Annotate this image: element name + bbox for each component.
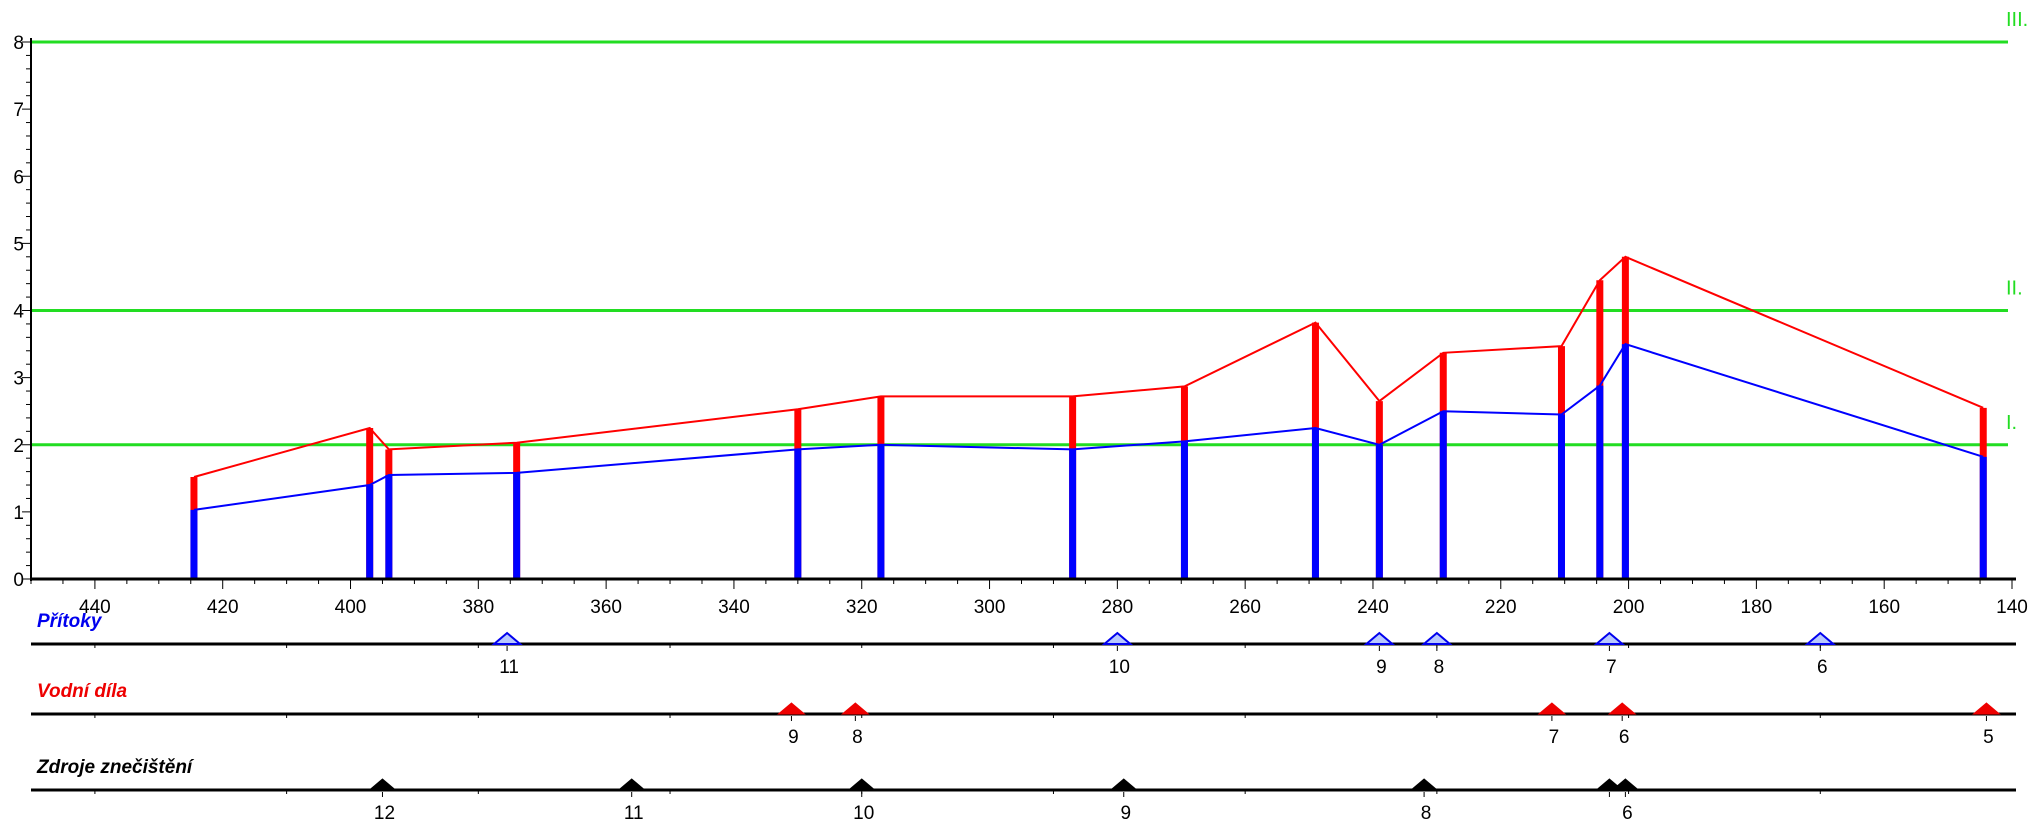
x-tick-label: 360	[590, 597, 622, 618]
lane-marker	[1421, 631, 1453, 645]
x-tick-label: 160	[1868, 597, 1900, 618]
y-tick-label: 5	[13, 234, 24, 255]
threshold-label: III.	[2006, 9, 2028, 31]
lane-title: Vodní díla	[37, 681, 128, 702]
lane-marker-label: 5	[1983, 727, 1994, 748]
x-tick-label: 380	[462, 597, 494, 618]
lane-marker-label: 9	[788, 727, 799, 748]
y-tick-label: 8	[13, 33, 24, 54]
lane-marker	[777, 702, 806, 715]
y-tick-label: 3	[13, 369, 24, 390]
lane-marker-label: 11	[624, 803, 644, 824]
x-tick-label: 320	[846, 597, 878, 618]
axes: 0 1 2 3 4 5 6 7 8 440 420 400 380 360 340 320 300 280 260 2…	[13, 33, 2027, 618]
lane-marker	[1804, 631, 1837, 645]
series-layer	[190, 255, 1987, 579]
lane-marker-label: 9	[1120, 803, 1131, 824]
y-tick-label: 6	[13, 167, 24, 188]
blue-series-line	[193, 342, 1984, 511]
lane-marker	[1363, 631, 1396, 645]
lane-marker-label: 12	[374, 803, 395, 824]
lane-marker	[491, 631, 523, 645]
x-tick-label: 200	[1613, 597, 1645, 618]
lane-marker-label: 10	[1109, 657, 1130, 678]
y-tick-label: 1	[13, 503, 24, 524]
lane-marker	[1593, 631, 1626, 645]
x-tick-label: 260	[1229, 597, 1261, 618]
lane-marker-label: 8	[852, 727, 863, 748]
x-tick-label: 420	[207, 597, 239, 618]
y-tick-label: 0	[13, 570, 24, 591]
lane-marker-label: 6	[1817, 657, 1828, 678]
lane-title: Zdroje znečištění	[36, 757, 195, 778]
x-tick-label: 240	[1357, 597, 1389, 618]
x-tick-label: 440	[79, 597, 111, 618]
lane-marker	[1109, 778, 1139, 791]
threshold-label: II.	[2006, 278, 2023, 300]
lane-title: Přítoky	[37, 611, 103, 632]
lane-marker	[840, 702, 870, 715]
lane-marker-label: 8	[1421, 803, 1432, 824]
lane-marker	[847, 778, 877, 791]
lane-marker	[1101, 631, 1134, 645]
red-series-line	[193, 255, 1984, 478]
lane-marker-label: 6	[1622, 803, 1633, 824]
lane-marker-label: 10	[853, 803, 874, 824]
lane-marker	[368, 778, 397, 791]
x-tick-label: 180	[1741, 597, 1773, 618]
lane-marker	[1409, 778, 1439, 791]
lanes: Přítoky 11 10 9 8 7 6 Vodní díla 9 8 7 6 5 Zdroje zne…	[31, 611, 2016, 824]
lane-marker-label: 7	[1549, 727, 1560, 748]
lane-marker-label: 11	[499, 657, 519, 678]
lane-marker	[1972, 702, 2001, 715]
lane-marker	[1611, 778, 1640, 791]
x-tick-label: 340	[718, 597, 750, 618]
lane-marker	[617, 778, 647, 791]
x-tick-label: 140	[1996, 597, 2028, 618]
lane-marker-label: 8	[1434, 657, 1445, 678]
y-tick-label: 7	[13, 100, 24, 121]
y-tick-label: 4	[13, 302, 24, 323]
x-tick-label: 400	[335, 597, 367, 618]
lane-marker	[1607, 702, 1637, 715]
x-tick-label: 220	[1485, 597, 1517, 618]
lane-marker-label: 6	[1619, 727, 1630, 748]
lane-marker	[1537, 702, 1567, 715]
lane-marker-label: 7	[1606, 657, 1617, 678]
x-tick-label: 300	[974, 597, 1006, 618]
x-tick-label: 280	[1102, 597, 1134, 618]
threshold-lines: I. II. III.	[31, 9, 2028, 447]
y-tick-label: 2	[13, 436, 24, 457]
lane-marker-label: 9	[1376, 657, 1387, 678]
threshold-label: I.	[2006, 412, 2017, 434]
